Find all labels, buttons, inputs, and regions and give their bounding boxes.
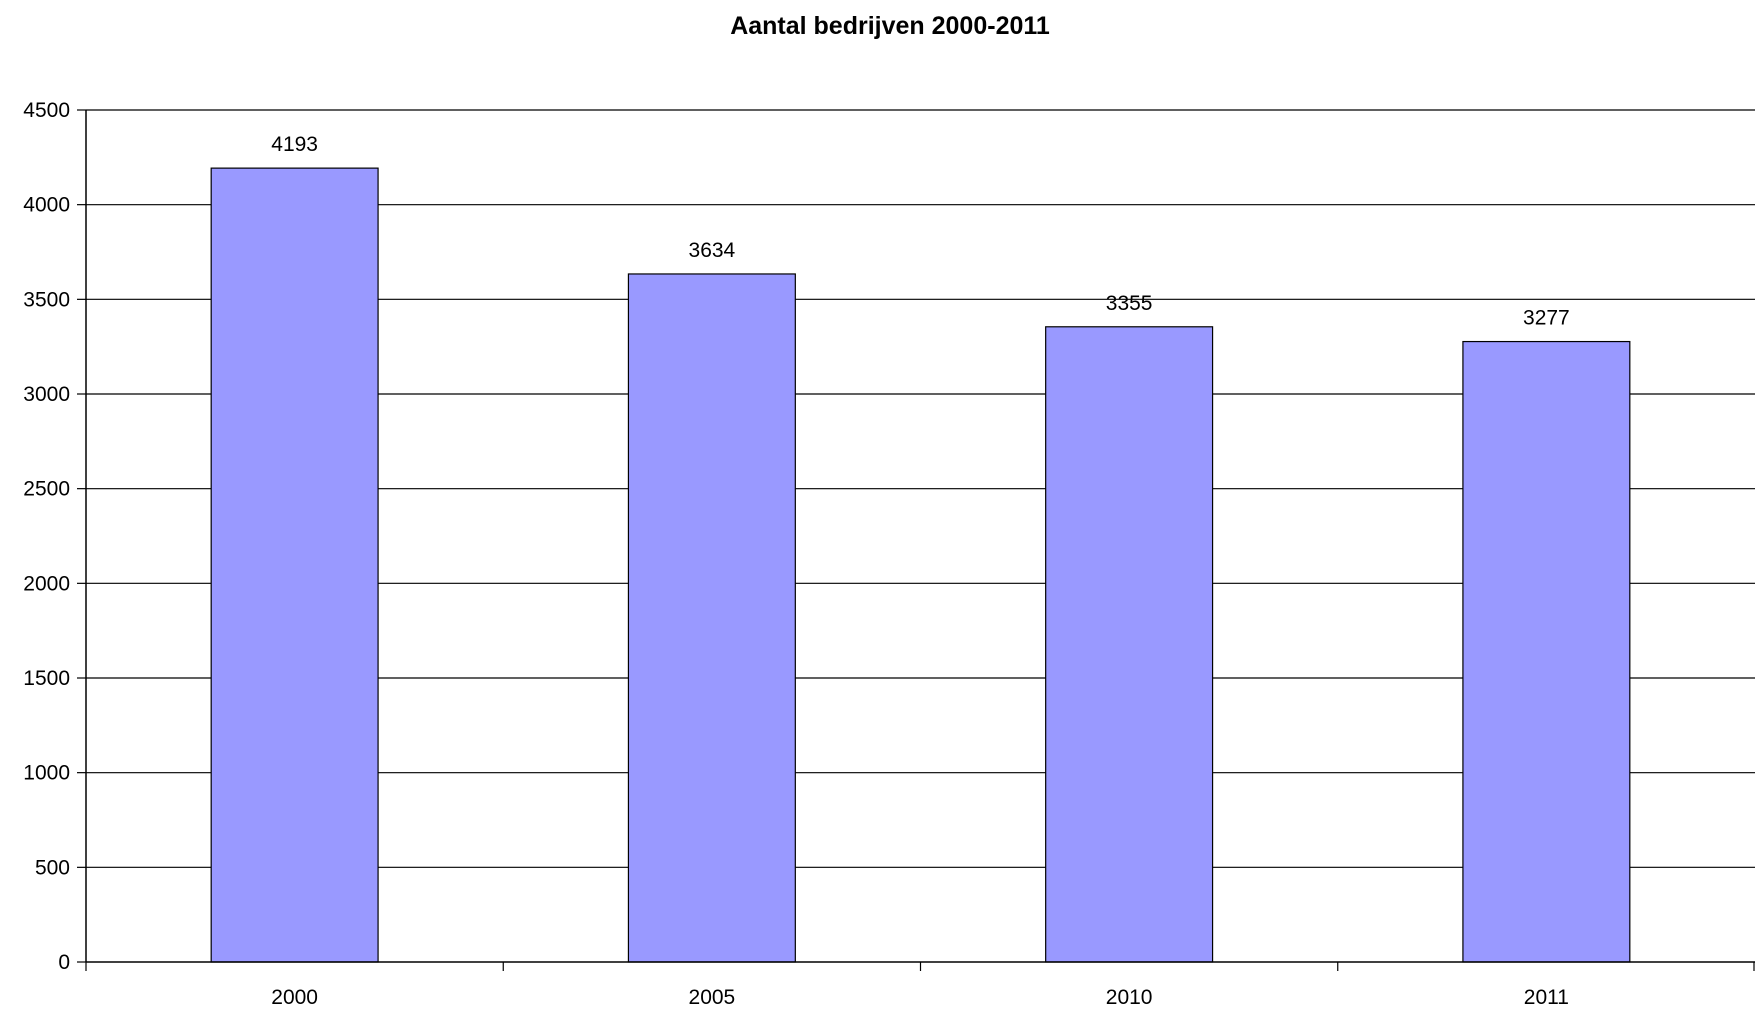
bar-2005 xyxy=(627,273,796,963)
y-tick-label: 3000 xyxy=(23,383,70,406)
x-tick-label: 2005 xyxy=(689,986,736,1009)
axes xyxy=(77,109,1755,971)
y-tick-label: 2000 xyxy=(23,572,70,595)
y-tick-label: 1000 xyxy=(23,762,70,785)
labels: 0 500 1000 1500 2000 2500 3000 3500 4000 4500 4193… xyxy=(23,99,1569,1009)
data-label: 3634 xyxy=(689,239,736,262)
x-tick-label: 2010 xyxy=(1106,986,1153,1009)
x-tick-label: 2000 xyxy=(271,986,318,1009)
bars xyxy=(210,167,1631,963)
bar-2011 xyxy=(1462,340,1631,963)
data-label: 3355 xyxy=(1106,292,1153,315)
y-tick-label: 500 xyxy=(35,856,70,879)
bar-2000 xyxy=(210,167,379,963)
y-tick-label: 0 xyxy=(58,951,70,974)
chart-title: Aantal bedrijven 2000-2011 xyxy=(730,12,1050,40)
bar-2010 xyxy=(1045,326,1214,963)
x-tick-label: 2011 xyxy=(1524,986,1569,1009)
y-tick-label: 3500 xyxy=(23,288,70,311)
y-tick-label: 1500 xyxy=(23,667,70,690)
data-label: 4193 xyxy=(271,133,318,156)
y-tick-label: 4000 xyxy=(23,194,70,217)
data-label: 3277 xyxy=(1523,307,1570,330)
y-tick-label: 2500 xyxy=(23,478,70,501)
y-tick-label: 4500 xyxy=(23,99,70,122)
